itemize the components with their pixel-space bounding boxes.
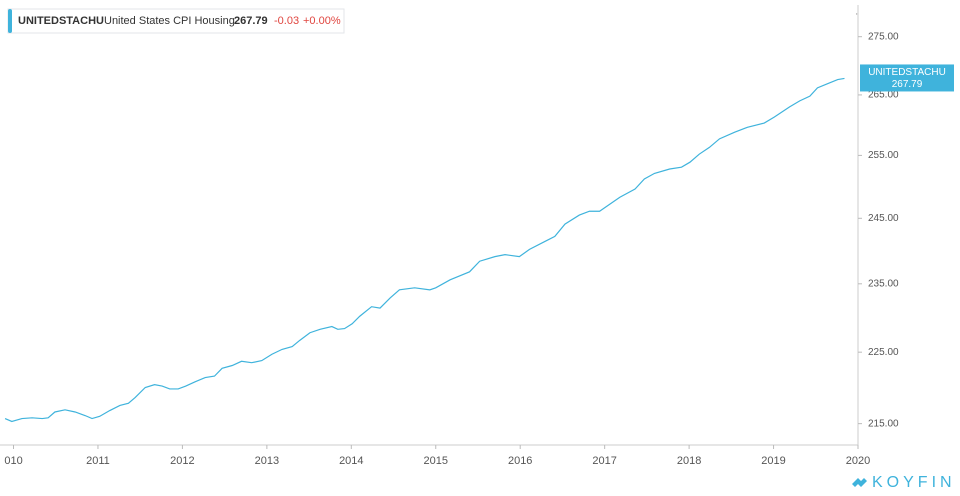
series-line (4, 77, 845, 423)
header-box (7, 8, 345, 34)
x-tick-label: 2019 (761, 455, 785, 467)
x-tick-label: 2020 (846, 455, 870, 467)
y-tick-label: 225.00 (868, 347, 899, 358)
x-tick-label: 2016 (508, 455, 532, 467)
y-tick-label: 245.00 (868, 213, 899, 224)
x-tick-label: 2017 (592, 455, 616, 467)
y-tick-label: 265.00 (868, 90, 899, 101)
series-tab (8, 9, 12, 33)
brand-icon (852, 478, 867, 487)
x-tick-label: 2014 (339, 455, 363, 467)
x-tick-label: 2012 (170, 455, 194, 467)
y-tick-label: 255.00 (868, 150, 899, 161)
x-tick-label: 2013 (255, 455, 279, 467)
y-tick-label: 235.00 (868, 278, 899, 289)
y-tick-label: 275.00 (868, 31, 899, 42)
change-pct: +0.00% (303, 15, 341, 27)
y-tick-label: 215.00 (868, 418, 899, 429)
change: -0.03 (274, 15, 299, 27)
badge-value: 267.79 (892, 79, 923, 90)
last-value: 267.79 (234, 15, 268, 27)
brand: KOYFIN (852, 474, 956, 491)
badge-name: UNITEDSTACHU (868, 67, 946, 78)
brand-name: KOYFIN (872, 474, 956, 491)
x-tick-label: 010 (4, 455, 22, 467)
x-tick-label: 2015 (424, 455, 448, 467)
menu-dot[interactable]: · (855, 9, 858, 20)
chart-title: United States CPI Housing (104, 15, 235, 27)
series-name: UNITEDSTACHU (18, 15, 104, 27)
badge-bg (860, 64, 954, 92)
x-tick-label: 2011 (86, 455, 110, 467)
x-tick-label: 2018 (677, 455, 701, 467)
